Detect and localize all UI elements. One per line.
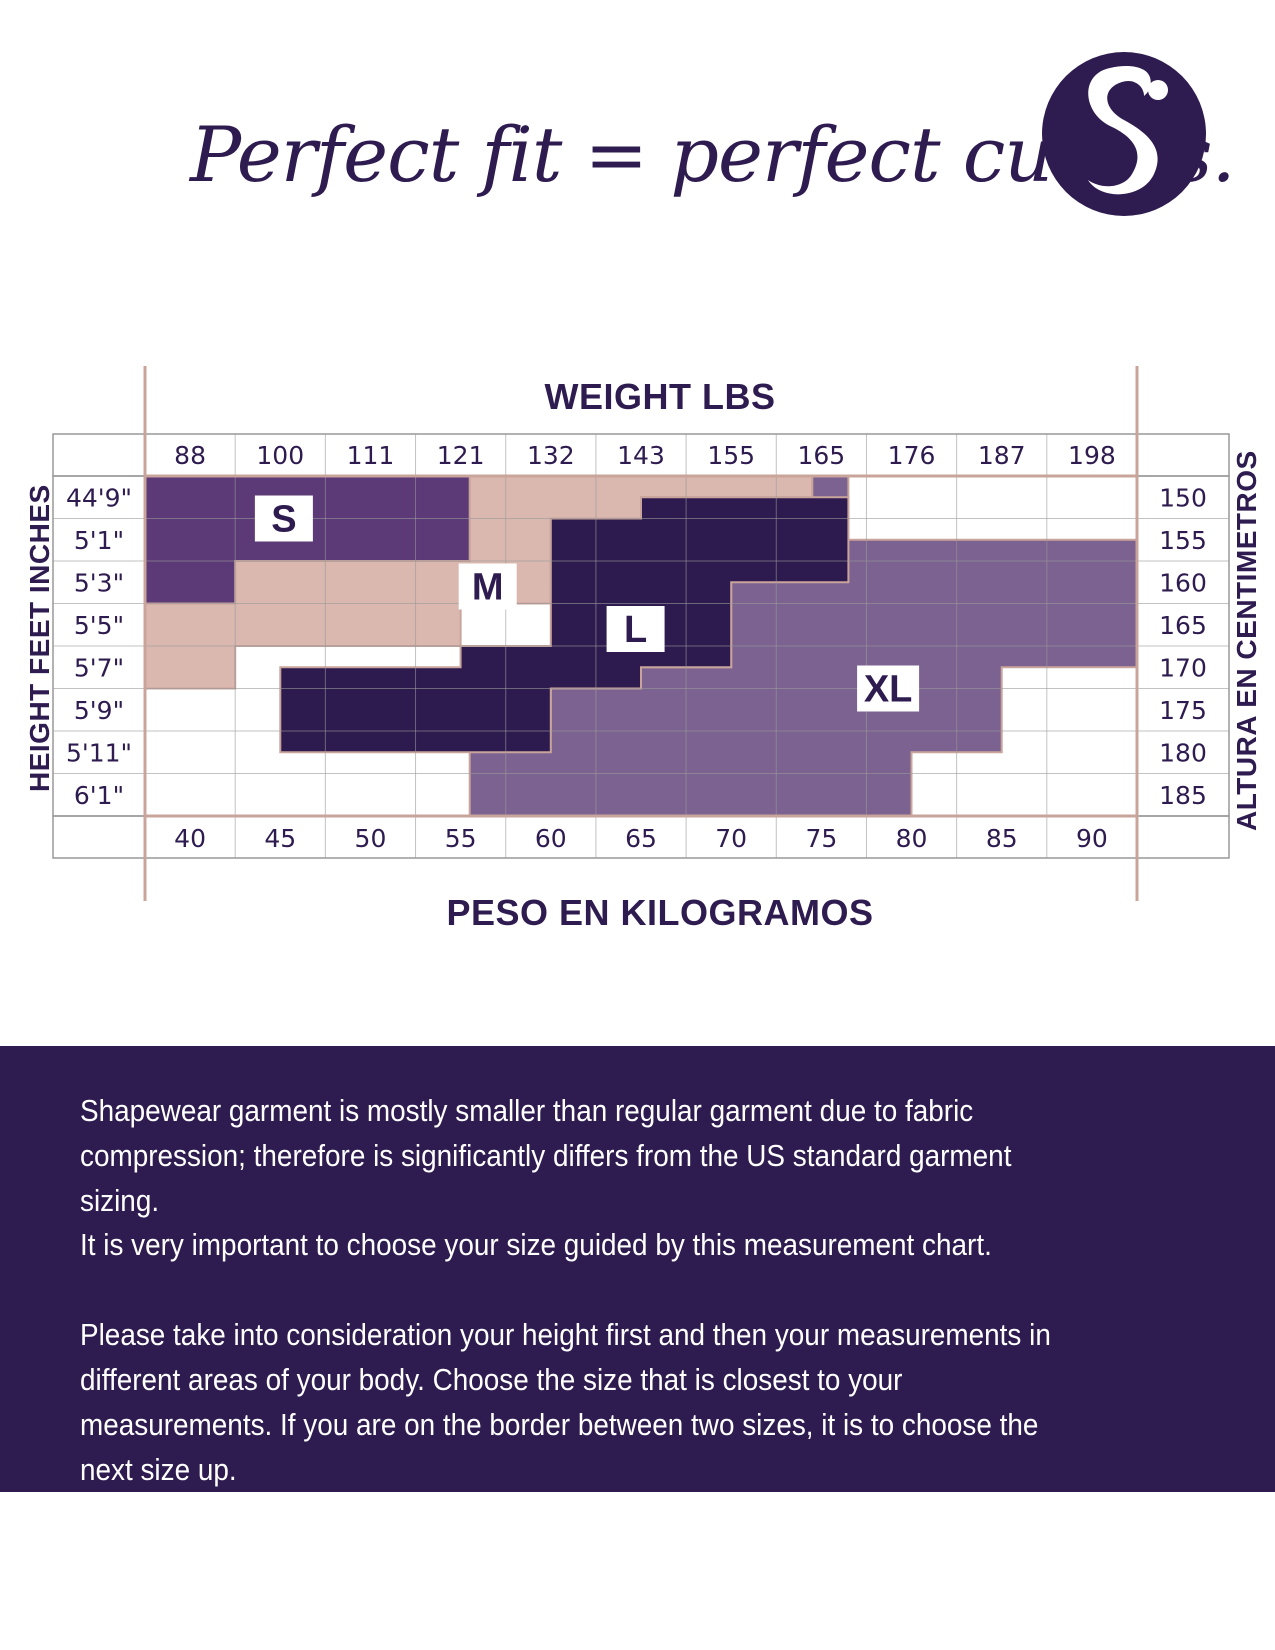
y-tick-right: 160 (1159, 568, 1207, 597)
y-tick-left: 5'9" (74, 696, 124, 725)
y-tick-left: 44'9" (66, 483, 132, 512)
x-tick-top: 121 (437, 441, 485, 470)
x-tick-top: 132 (527, 441, 575, 470)
size-chart: 88 100 111 121 132 143 155 165 176 187 198 40 45 50 55… (52, 366, 1230, 901)
x-tick-top: 88 (174, 441, 206, 470)
y-tick-right: 155 (1159, 526, 1207, 555)
size-label-xl: XL (864, 669, 913, 711)
y-tick-right: 150 (1159, 483, 1207, 512)
y-tick-left: 6'1" (74, 781, 124, 810)
s-curve-logo-icon (1042, 52, 1206, 216)
y-tick-left: 5'5" (74, 611, 124, 640)
y-tick-right: 165 (1159, 611, 1207, 640)
x-tick-bottom: 75 (805, 824, 837, 853)
size-label-l: L (624, 609, 647, 651)
size-label-box-m (458, 563, 517, 610)
chart-title-top: WEIGHT LBS (544, 376, 776, 417)
y-tick-right: 180 (1159, 738, 1207, 767)
info-panel: Shapewear garment is mostly smaller than… (0, 1046, 1275, 1492)
info-paragraph-3: Please take into consideration your heig… (80, 1317, 1051, 1487)
y-tick-left: 5'7" (74, 653, 124, 682)
x-tick-bottom: 70 (715, 824, 747, 853)
x-tick-bottom: 45 (264, 824, 296, 853)
x-tick-top: 176 (888, 441, 936, 470)
x-tick-bottom: 85 (986, 824, 1018, 853)
chart-title-bottom: PESO EN KILOGRAMOS (446, 892, 874, 933)
x-tick-top: 143 (617, 441, 665, 470)
x-tick-top: 165 (798, 441, 846, 470)
x-tick-top: 198 (1068, 441, 1116, 470)
x-tick-bottom: 65 (625, 824, 657, 853)
size-label-m: M (472, 567, 504, 609)
y-tick-left: 5'3" (74, 568, 124, 597)
size-label-box-l (606, 606, 665, 652)
x-tick-bottom: 80 (896, 824, 928, 853)
x-tick-bottom: 55 (445, 824, 477, 853)
y-tick-right: 175 (1159, 696, 1207, 725)
y-tick-right: 185 (1159, 781, 1207, 810)
x-tick-top: 100 (256, 441, 304, 470)
size-label-s: S (271, 499, 296, 541)
x-tick-bottom: 90 (1076, 824, 1108, 853)
info-paragraph-1: Shapewear garment is mostly smaller than… (80, 1093, 1012, 1218)
y-tick-left: 5'1" (74, 526, 124, 555)
x-tick-top: 155 (707, 441, 755, 470)
size-label-box-xl (857, 665, 920, 712)
size-label-box-s (254, 495, 313, 542)
x-tick-bottom: 60 (535, 824, 567, 853)
x-tick-top: 187 (978, 441, 1026, 470)
y-tick-left: 5'11" (66, 738, 132, 767)
x-tick-top: 111 (347, 441, 395, 470)
x-tick-bottom: 50 (355, 824, 387, 853)
y-tick-right: 170 (1159, 653, 1207, 682)
x-tick-bottom: 40 (174, 824, 206, 853)
info-paragraph-2: It is very important to choose your size… (80, 1227, 992, 1262)
